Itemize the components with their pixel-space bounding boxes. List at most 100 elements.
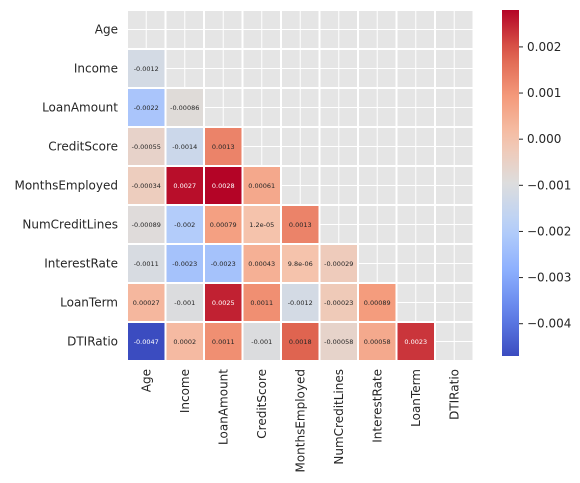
cell-label-DTIRatio-LoanTerm: 0.0023	[404, 338, 427, 346]
heatmap-cell-InterestRate-CreditScore	[243, 245, 280, 282]
heatmap-cell-NumCreditLines-Income	[166, 206, 203, 243]
heatmap-cell-LoanTerm-InterestRate	[359, 284, 396, 321]
heatmap-cell-LoanAmount-Age	[128, 89, 165, 126]
cell-label-MonthsEmployed-CreditScore: 0.00061	[248, 182, 275, 190]
heatmap-cell-MonthsEmployed-CreditScore	[243, 167, 280, 204]
heatmap-cell-CreditScore-Age	[128, 128, 165, 165]
heatmap-cell-LoanTerm-MonthsEmployed	[282, 284, 319, 321]
cell-label-NumCreditLines-LoanAmount: 0.00079	[210, 221, 237, 229]
cell-label-CreditScore-LoanAmount: 0.0013	[212, 143, 235, 151]
heatmap-cell-MonthsEmployed-LoanAmount	[205, 167, 242, 204]
cell-label-NumCreditLines-MonthsEmployed: 0.0013	[289, 221, 312, 229]
heatmap-cell-DTIRatio-MonthsEmployed	[282, 323, 319, 360]
heatmap-cell-DTIRatio-LoanTerm	[397, 323, 434, 360]
heatmap-cell-DTIRatio-InterestRate	[359, 323, 396, 360]
x-tick-label-MonthsEmployed: MonthsEmployed	[293, 369, 307, 473]
colorbar: 0.002 0.001 0.000 −0.001 −0.002 −0.003 −0.004	[502, 10, 571, 356]
cell-label-DTIRatio-LoanAmount: 0.0011	[212, 338, 235, 346]
x-axis-labels: Age Income LoanAmount CreditScore MonthsEmpl…	[139, 369, 461, 473]
heatmap-cell-NumCreditLines-MonthsEmployed	[282, 206, 319, 243]
heatmap-cell-LoanTerm-LoanAmount	[205, 284, 242, 321]
cell-label-InterestRate-CreditScore: 0.00043	[248, 260, 275, 268]
colorbar-tick-label: −0.002	[527, 224, 571, 238]
y-tick-label-LoanTerm: LoanTerm	[60, 296, 118, 310]
heatmap-cell-InterestRate-NumCreditLines	[320, 245, 357, 282]
cell-label-NumCreditLines-CreditScore: 1.2e-05	[249, 221, 274, 229]
cell-label-MonthsEmployed-Age: -0.00034	[132, 182, 161, 190]
cell-label-NumCreditLines-Age: -0.00089	[132, 221, 161, 229]
cell-label-CreditScore-Age: -0.00055	[132, 143, 161, 151]
heatmap-cells: -0.0012 -0.0022 -0.00086 -0.00055 -0.0014 0.0…	[128, 11, 473, 360]
cell-label-InterestRate-LoanAmount: -0.0023	[211, 260, 236, 268]
heatmap-cell-NumCreditLines-LoanAmount	[205, 206, 242, 243]
colorbar-tick-label: 0.002	[527, 40, 561, 54]
y-tick-label-LoanAmount: LoanAmount	[42, 101, 118, 115]
cell-label-DTIRatio-Age: -0.0047	[134, 338, 159, 346]
y-tick-label-MonthsEmployed: MonthsEmployed	[14, 179, 118, 193]
cell-label-DTIRatio-InterestRate: 0.00058	[364, 338, 391, 346]
heatmap-cell-LoanAmount-Income	[166, 89, 203, 126]
cell-label-MonthsEmployed-Income: 0.0027	[173, 182, 196, 190]
x-tick-label-LoanTerm: LoanTerm	[409, 369, 423, 427]
heatmap-cell-NumCreditLines-CreditScore	[243, 206, 280, 243]
colorbar-tick-label: −0.004	[527, 317, 571, 331]
cell-label-DTIRatio-Income: 0.0002	[173, 338, 196, 346]
colorbar-tick-label: −0.003	[527, 271, 571, 285]
cell-label-InterestRate-Income: -0.0023	[172, 260, 197, 268]
y-tick-label-InterestRate: InterestRate	[44, 257, 118, 271]
cell-label-LoanTerm-MonthsEmployed: -0.0012	[288, 299, 313, 307]
heatmap-cell-InterestRate-MonthsEmployed	[282, 245, 319, 282]
cell-label-CreditScore-Income: -0.0014	[172, 143, 197, 151]
cell-label-LoanTerm-Age: 0.00027	[133, 299, 160, 307]
cell-label-LoanTerm-NumCreditLines: -0.00023	[324, 299, 353, 307]
y-tick-label-Age: Age	[95, 23, 118, 37]
y-tick-label-DTIRatio: DTIRatio	[67, 335, 118, 349]
heatmap-cell-LoanTerm-Age	[128, 284, 165, 321]
cell-label-MonthsEmployed-LoanAmount: 0.0028	[212, 182, 235, 190]
y-tick-label-CreditScore: CreditScore	[48, 140, 118, 154]
heatmap-cell-InterestRate-Age	[128, 245, 165, 282]
cell-label-LoanAmount-Age: -0.0022	[134, 104, 159, 112]
y-tick-label-NumCreditLines: NumCreditLines	[22, 218, 118, 232]
heatmap-cell-InterestRate-Income	[166, 245, 203, 282]
cell-label-DTIRatio-CreditScore: -0.001	[251, 338, 272, 346]
x-tick-label-LoanAmount: LoanAmount	[216, 369, 230, 445]
heatmap-cell-DTIRatio-Income	[166, 323, 203, 360]
cell-label-DTIRatio-NumCreditLines: -0.00058	[324, 338, 353, 346]
heatmap-cell-NumCreditLines-Age	[128, 206, 165, 243]
cell-label-LoanAmount-Income: -0.00086	[170, 104, 199, 112]
heatmap-cell-Income-Age	[128, 50, 165, 87]
y-tick-label-Income: Income	[74, 62, 118, 76]
colorbar-tick-label: 0.000	[527, 132, 561, 146]
heatmap-cell-LoanTerm-NumCreditLines	[320, 284, 357, 321]
cell-label-InterestRate-Age: -0.0011	[134, 260, 159, 268]
colorbar-gradient	[502, 10, 519, 356]
heatmap-cell-DTIRatio-NumCreditLines	[320, 323, 357, 360]
cell-label-Income-Age: -0.0012	[134, 65, 159, 73]
heatmap-cell-InterestRate-LoanAmount	[205, 245, 242, 282]
colorbar-tick-label: −0.001	[527, 178, 571, 192]
x-tick-label-NumCreditLines: NumCreditLines	[332, 369, 346, 465]
heatmap-cell-DTIRatio-CreditScore	[243, 323, 280, 360]
cell-label-DTIRatio-MonthsEmployed: 0.0018	[289, 338, 312, 346]
heatmap-cell-CreditScore-LoanAmount	[205, 128, 242, 165]
x-tick-label-InterestRate: InterestRate	[370, 369, 384, 443]
heatmap-cell-DTIRatio-LoanAmount	[205, 323, 242, 360]
colorbar-tick-label: 0.001	[527, 86, 561, 100]
x-tick-label-CreditScore: CreditScore	[255, 369, 269, 439]
cell-label-NumCreditLines-Income: -0.002	[174, 221, 195, 229]
cell-label-InterestRate-MonthsEmployed: 9.8e-06	[288, 260, 313, 268]
x-tick-label-DTIRatio: DTIRatio	[447, 369, 461, 420]
heatmap-cell-LoanTerm-CreditScore	[243, 284, 280, 321]
cell-label-LoanTerm-CreditScore: 0.0011	[250, 299, 273, 307]
heatmap-cell-MonthsEmployed-Age	[128, 167, 165, 204]
cell-label-LoanTerm-InterestRate: 0.00089	[364, 299, 391, 307]
heatmap-cell-LoanTerm-Income	[166, 284, 203, 321]
y-axis-labels: Age Income LoanAmount CreditScore MonthsEmpl…	[14, 23, 118, 349]
x-tick-label-Age: Age	[139, 369, 153, 392]
cell-label-InterestRate-NumCreditLines: -0.00029	[324, 260, 353, 268]
heatmap-cell-MonthsEmployed-Income	[166, 167, 203, 204]
cell-label-LoanTerm-LoanAmount: 0.0025	[212, 299, 235, 307]
heatmap-cell-DTIRatio-Age	[128, 323, 165, 360]
